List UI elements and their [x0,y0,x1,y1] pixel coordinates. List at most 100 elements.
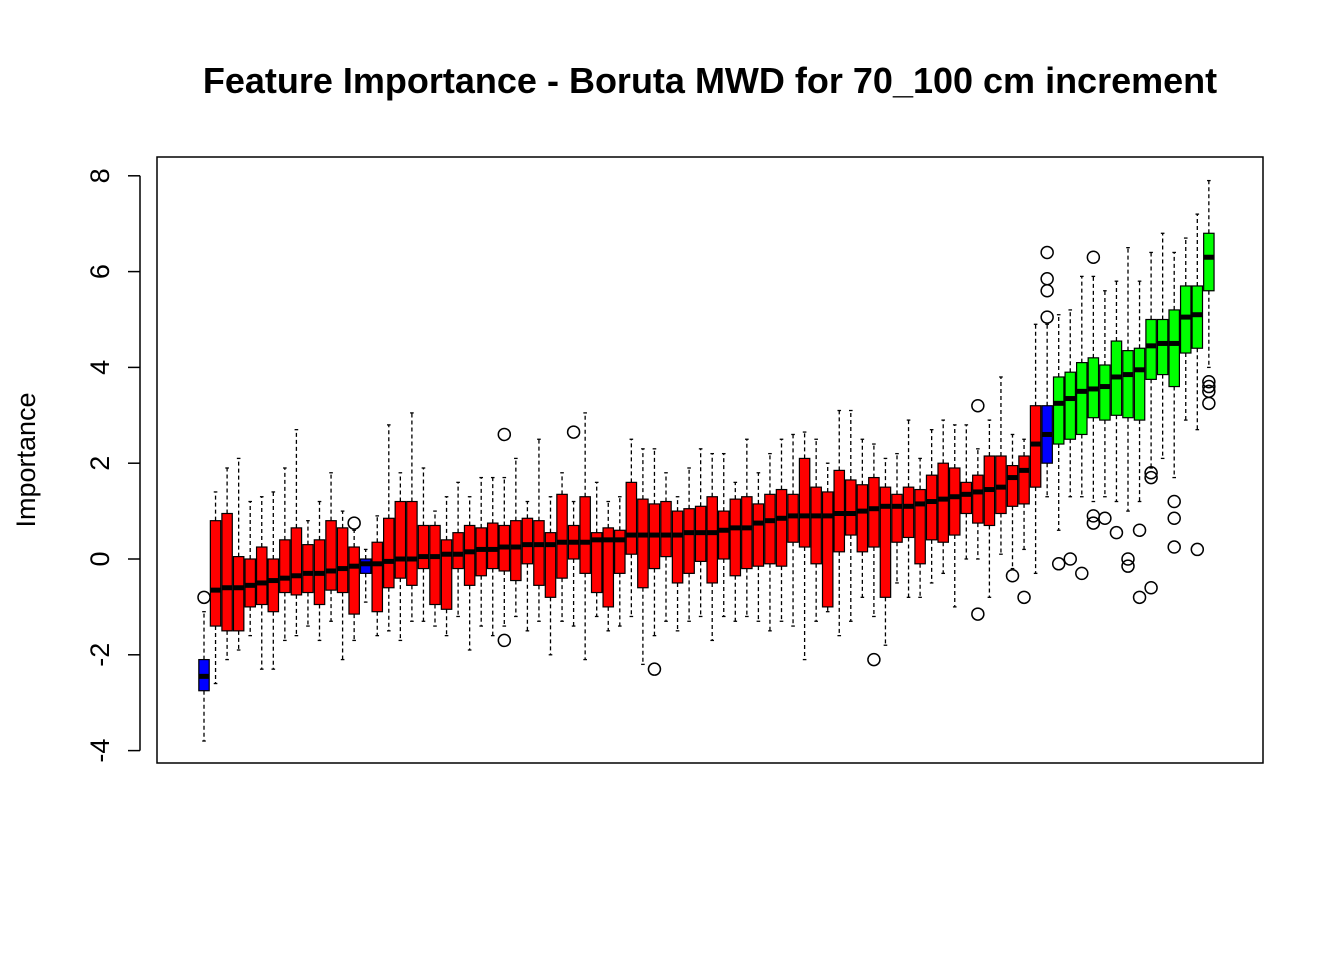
outlier-point [1144,466,1158,480]
box-iqr [371,541,384,613]
box-iqr [1122,350,1134,419]
box-65-rejected [937,419,949,575]
box-iqr [255,546,268,606]
box-33-rejected [566,425,581,627]
box-8-rejected [279,467,291,642]
box-iqr [336,527,349,594]
box-25-rejected [475,476,487,627]
box-iqr [821,491,834,608]
box-23-rejected [452,481,464,618]
box-iqr [556,493,568,579]
box-iqr [1145,318,1157,380]
box-iqr [937,462,949,543]
box-16-rejected [371,515,384,637]
outlier-point [1063,552,1077,566]
box-iqr [348,546,360,615]
y-tick-label: 0 [85,551,115,566]
box-iqr [798,457,811,548]
outlier-point [1040,284,1054,298]
box-iqr [579,496,591,574]
box-46-rejected [717,452,730,618]
box-5-rejected [244,500,256,637]
outlier-point [1167,494,1181,509]
box-iqr [879,486,892,598]
box-38-rejected [625,438,638,618]
box-34-rejected [579,412,591,661]
y-tick-label: 8 [85,168,115,183]
outlier-point [1075,566,1089,581]
box-iqr [221,512,233,632]
outlier-point [566,425,581,439]
box-iqr [925,474,938,541]
box-50-rejected [764,452,776,632]
box-69-rejected [983,419,996,598]
box-iqr [625,481,638,555]
box-55-rejected [821,462,834,613]
box-61-rejected [891,452,903,584]
box-iqr [209,520,222,627]
box-4-rejected [232,457,245,651]
box-iqr [972,474,984,524]
outlier-point [497,427,512,442]
outlier-point [1098,511,1112,526]
outlier-point [1086,250,1101,264]
chart-title: Feature Importance - Boruta MWD for 70_1… [203,60,1217,101]
box-iqr [1006,464,1019,507]
box-iqr [394,500,407,579]
box-88-confirmed [1202,179,1216,411]
box-70-rejected [995,376,1007,555]
box-iqr [440,539,453,610]
outlier-point [1167,540,1181,554]
box-iqr [914,488,926,565]
box-78-confirmed [1086,250,1101,530]
box-3-rejected [221,467,233,661]
boxes-group [197,179,1216,742]
box-iqr [1052,376,1065,445]
box-72-rejected [1017,438,1031,605]
box-19-rejected [406,412,418,622]
box-iqr [429,524,441,606]
box-iqr [729,498,742,577]
box-iqr [544,532,557,598]
box-iqr [417,524,430,570]
box-iqr [279,539,291,594]
box-20-rejected [417,467,430,622]
box-40-rejected [647,448,662,676]
box-iqr [775,488,788,567]
y-tick-label: 2 [85,456,115,471]
box-77-confirmed [1075,275,1089,581]
box-74-shadow [1040,245,1054,498]
box-84-confirmed [1156,232,1169,460]
box-87-confirmed [1190,213,1205,557]
box-42-rejected [671,496,684,632]
box-iqr [533,520,545,586]
box-73-rejected [1029,323,1042,575]
box-85-confirmed [1167,251,1181,554]
outlier-point [1051,557,1066,571]
box-iqr [717,510,730,560]
box-62-rejected [902,419,915,598]
box-iqr [232,556,245,632]
box-7-rejected [267,491,280,670]
box-43-rejected [683,467,695,622]
box-iqr [290,527,303,596]
box-80-confirmed [1109,280,1124,540]
outlier-point [867,652,881,667]
box-iqr [1133,347,1146,421]
box-iqr [1156,318,1169,376]
box-59-rejected [867,443,881,667]
box-57-rejected [844,409,857,622]
y-axis: -4 -2 0 2 4 6 8 [85,168,141,763]
box-31-rejected [544,496,557,656]
box-iqr [510,520,522,582]
outlier-point [1132,523,1147,538]
box-21-rejected [429,510,441,627]
outlier-point [1132,590,1147,605]
box-iqr [891,493,903,543]
y-axis-label: Importance [11,392,41,527]
box-iqr [948,467,961,536]
box-63-rejected [914,457,926,598]
box-71-rejected [1005,433,1020,583]
box-32-rejected [556,472,568,622]
